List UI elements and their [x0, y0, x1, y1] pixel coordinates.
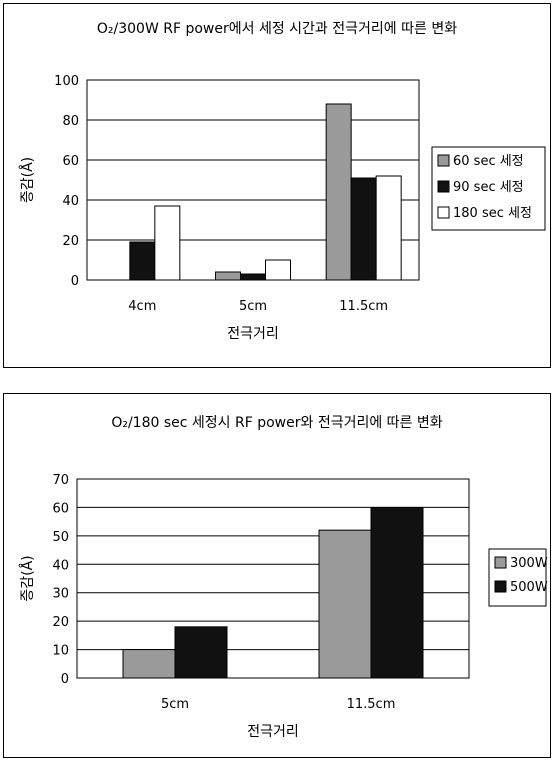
bar: [370, 506, 424, 679]
bar: [174, 626, 228, 679]
bar: [375, 175, 402, 281]
legend-label: 300W: [510, 556, 548, 571]
y-tick-label: 40: [52, 558, 69, 573]
bar: [240, 273, 266, 281]
legend-label: 180 sec 세정: [453, 206, 532, 221]
x-tick-label: 4cm: [128, 299, 156, 314]
y-tick-label: 0: [71, 274, 79, 289]
x-tick-label: 11.5cm: [347, 697, 396, 712]
legend-label: 500W: [510, 580, 548, 595]
chart-2-svg: 0 10 20 30 40 50 60 70 5cm 11.5cm 전극거리 증감(Å) 300W 500…: [19, 473, 548, 740]
legend-swatch: [494, 556, 507, 569]
y-tick-label: 60: [62, 154, 79, 169]
bar: [265, 259, 291, 281]
chart-panel-1: O₂/300W RF power에서 세정 시간과 전극거리에 따른 변화 0 2…: [3, 3, 551, 368]
chart-1-svg: 0 20 40 60 80 100 4cm 5cm 11.5cm 전극거리 증감(Å) 60 sec …: [19, 74, 546, 342]
x-tick-label: 11.5cm: [339, 299, 388, 314]
legend-label: 60 sec 세정: [453, 154, 524, 169]
bar: [122, 649, 176, 679]
y-tick-label: 100: [54, 74, 79, 89]
bar: [129, 241, 156, 281]
y-tick-label: 20: [52, 615, 69, 630]
y-tick-label: 10: [52, 644, 69, 659]
legend-swatch: [494, 580, 507, 593]
x-axis-label: 전극거리: [247, 724, 299, 740]
y-axis-label: 증감(Å): [19, 555, 36, 601]
y-tick-label: 50: [52, 530, 69, 545]
y-tick-label: 0: [61, 672, 69, 687]
legend-label: 90 sec 세정: [453, 180, 524, 195]
y-tick-label: 60: [52, 501, 69, 516]
bar: [215, 271, 241, 281]
legend-box: [431, 146, 546, 231]
x-tick-label: 5cm: [161, 697, 189, 712]
x-axis-label: 전극거리: [227, 326, 279, 342]
bar: [350, 177, 377, 281]
chart-title-2: O₂/180 sec 세정시 RF power와 전극거리에 따른 변화: [111, 415, 443, 431]
bar: [154, 205, 181, 281]
legend: 300W 500W: [488, 548, 548, 607]
bar: [325, 103, 352, 281]
legend-swatch: [437, 154, 450, 167]
y-axis-label: 증감(Å): [19, 157, 36, 203]
y-tick-label: 40: [62, 194, 79, 209]
bar: [318, 529, 372, 679]
x-tick-label: 5cm: [239, 299, 267, 314]
legend-swatch: [437, 206, 450, 219]
chart-title-1: O₂/300W RF power에서 세정 시간과 전극거리에 따른 변화: [96, 21, 458, 37]
y-tick-label: 70: [52, 473, 69, 488]
y-tick-label: 20: [62, 234, 79, 249]
y-tick-label: 80: [62, 114, 79, 129]
chart-panel-2: O₂/180 sec 세정시 RF power와 전극거리에 따른 변화 0 10…: [3, 393, 551, 758]
legend: 60 sec 세정 90 sec 세정 180 sec 세정: [431, 146, 546, 231]
legend-swatch: [437, 180, 450, 193]
y-tick-label: 30: [52, 587, 69, 602]
